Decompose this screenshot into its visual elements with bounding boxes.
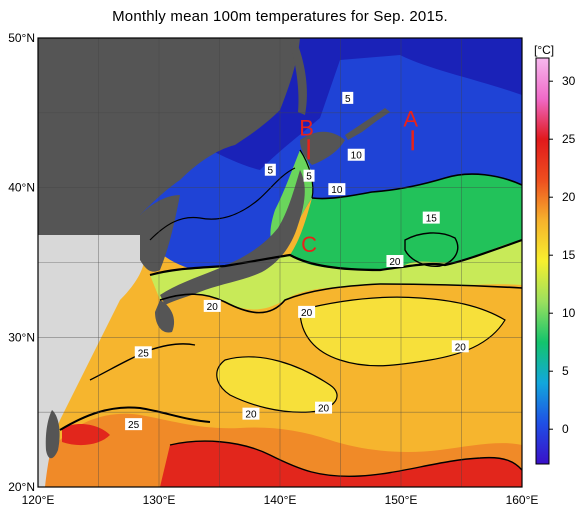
contour-label: 20 <box>455 342 467 353</box>
colorbar-tick-label: 0 <box>562 422 569 436</box>
contour-label-bg <box>422 211 440 224</box>
lon-tick-label: 130°E <box>143 493 176 507</box>
korea-peninsula <box>140 195 180 272</box>
japan-honshu <box>160 170 305 305</box>
sakhalin <box>290 38 307 115</box>
contour-label-bg <box>203 299 221 312</box>
lat-tick-label: 50°N <box>8 31 35 45</box>
isotherm-line <box>311 173 522 200</box>
hot-red-zone-2 <box>62 424 110 446</box>
contour-label: 20 <box>389 257 401 268</box>
isotherm-line <box>149 167 296 241</box>
map-frame <box>37 37 523 488</box>
lat-tick-label: 20°N <box>8 480 35 494</box>
contour-label: 20 <box>245 410 257 421</box>
colorbar: [°C] 30 25 20 15 10 5 0 <box>534 43 576 465</box>
map-title: Monthly mean 100m temperatures for Sep. … <box>112 8 448 25</box>
lat-tick-label: 30°N <box>8 330 35 344</box>
contour-label-bg <box>242 407 260 420</box>
colorbar-tick-label: 5 <box>562 364 569 378</box>
section-marker: A <box>403 106 418 131</box>
contour-label-bg <box>386 255 404 268</box>
transition-zone <box>150 240 522 310</box>
colorbar-gradient <box>535 57 550 465</box>
isotherm-line <box>159 283 522 314</box>
contour-label-bg <box>328 183 346 196</box>
colorbar-tick-label: 15 <box>562 248 576 262</box>
colorbar-unit: [°C] <box>534 43 554 57</box>
contour-label-bg <box>347 148 365 161</box>
kuril-islands <box>345 108 390 140</box>
section-marker: C <box>301 232 317 257</box>
colorbar-tick-label: 10 <box>562 306 576 320</box>
contour-label: 25 <box>138 348 150 359</box>
taiwan <box>45 410 60 459</box>
isotherm-line <box>59 406 211 431</box>
contour-label: 10 <box>351 151 363 162</box>
contour-label-bg <box>451 340 469 353</box>
lon-tick-label: 140°E <box>264 493 297 507</box>
hokkaido <box>300 131 345 165</box>
section-marker: B <box>299 115 314 140</box>
contour-label: 15 <box>426 214 438 225</box>
isotherm-line <box>149 238 522 277</box>
lon-tick-label: 160°E <box>506 493 539 507</box>
isotherm-line <box>299 296 506 367</box>
contour-label: 5 <box>345 94 351 105</box>
no-data-coast <box>38 235 145 487</box>
lat-lon-grid <box>38 38 522 487</box>
contour-label-bg <box>264 163 276 176</box>
contour-label-bg <box>342 91 354 104</box>
contour-label: 5 <box>268 166 274 177</box>
contour-label-bg <box>303 169 315 182</box>
yellow-zone-2 <box>216 356 338 413</box>
contour-label: 5 <box>306 172 312 183</box>
lon-tick-label: 150°E <box>385 493 418 507</box>
contour-label: 20 <box>301 308 313 319</box>
kyushu-shikoku <box>155 300 175 333</box>
isotherm-line <box>169 440 522 478</box>
lon-tick-label: 120°E <box>22 493 55 507</box>
asia-mainland <box>38 38 300 235</box>
contour-label: 20 <box>207 302 219 313</box>
colorbar-tick-label: 30 <box>562 74 576 88</box>
contour-label-bg <box>125 418 143 431</box>
contour-label-bg <box>315 401 333 414</box>
hot-red-zone <box>160 441 522 487</box>
colorbar-tick-label: 20 <box>562 190 576 204</box>
lat-tick-label: 40°N <box>8 181 35 195</box>
contour-label: 10 <box>331 185 343 196</box>
contour-label-bg <box>298 305 316 318</box>
contour-label: 25 <box>128 420 140 431</box>
colorbar-tick-label: 25 <box>562 132 576 146</box>
isotherm-line <box>404 232 459 267</box>
cool-green-zone <box>290 174 522 270</box>
contour-label: 20 <box>318 404 330 415</box>
contour-label-bg <box>134 346 152 359</box>
